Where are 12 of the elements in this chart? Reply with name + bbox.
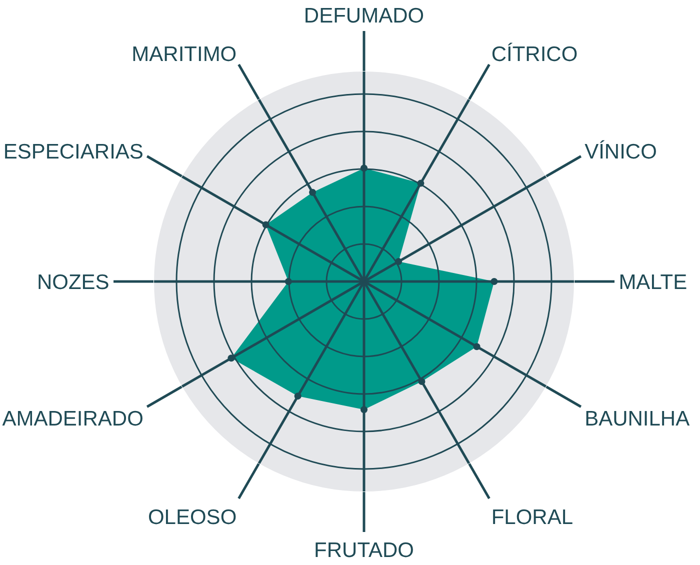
spoke-label: ESPECIARIAS xyxy=(3,140,144,164)
spoke-label: OLEOSO xyxy=(148,506,237,529)
spoke-label: NOZES xyxy=(36,270,110,294)
spoke-label: MARITIMO xyxy=(132,42,237,66)
spoke-label: FRUTADO xyxy=(314,539,414,562)
spoke-label: VÍNICO xyxy=(584,139,657,164)
spoke-label: DEFUMADO xyxy=(304,4,424,28)
spoke-label: MALTE xyxy=(618,270,688,294)
spoke-label: AMADEIRADO xyxy=(2,408,144,431)
spoke-label: BAUNILHA xyxy=(584,408,690,431)
spoke-label: CÍTRICO xyxy=(491,42,578,66)
spoke-label: FLORAL xyxy=(491,506,574,529)
